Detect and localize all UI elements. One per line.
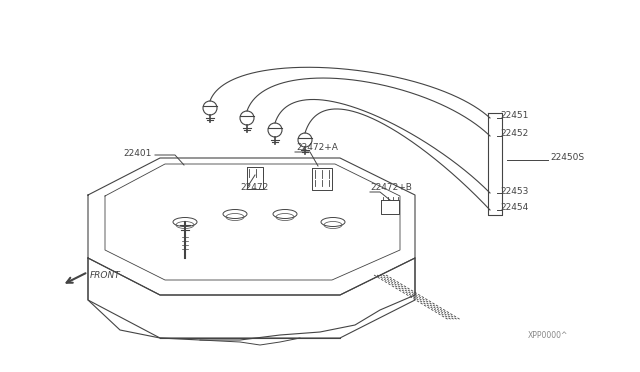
Text: XPP0000^: XPP0000^ — [528, 331, 568, 340]
Text: 22472: 22472 — [240, 183, 268, 192]
Text: 22452: 22452 — [500, 129, 528, 138]
Text: 22472+A: 22472+A — [296, 142, 338, 151]
Text: 22453: 22453 — [500, 186, 529, 196]
Text: 22472+B: 22472+B — [370, 183, 412, 192]
Text: 22451: 22451 — [500, 112, 529, 121]
Text: 22454: 22454 — [500, 203, 528, 212]
Text: FRONT: FRONT — [90, 272, 121, 280]
Text: 22450S: 22450S — [550, 154, 584, 163]
Text: 22401: 22401 — [124, 148, 152, 157]
